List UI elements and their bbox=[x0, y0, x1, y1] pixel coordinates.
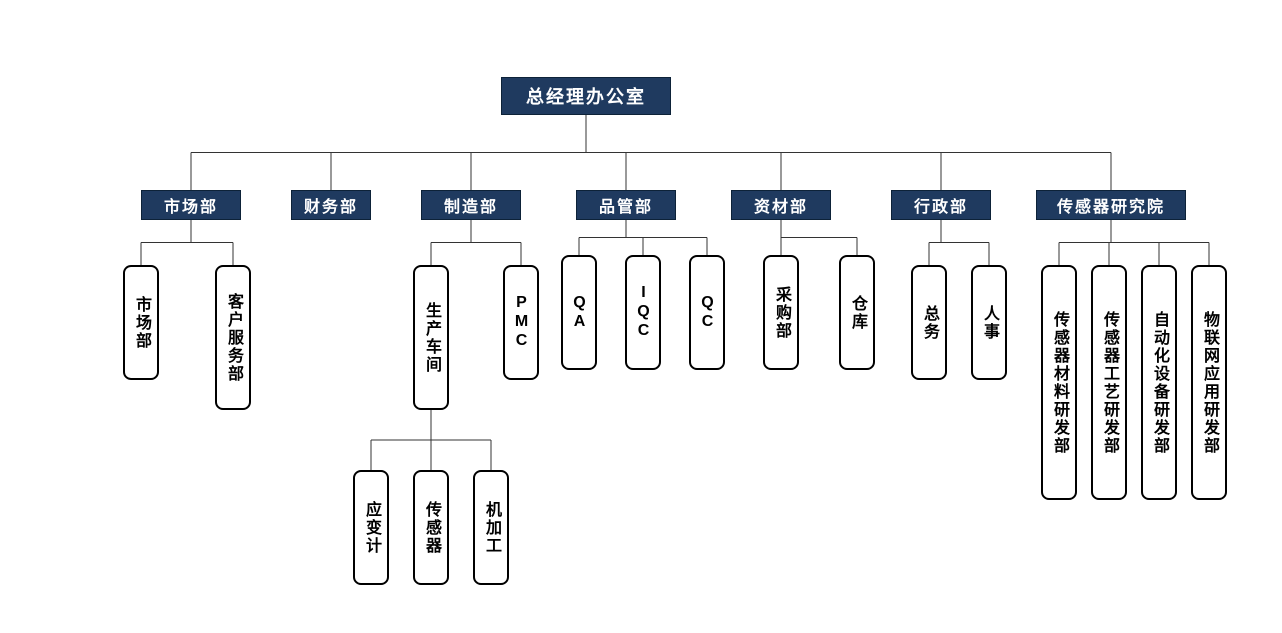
leaf-label: 传感器工艺研发部 bbox=[1097, 311, 1121, 455]
dept-label: 品管部 bbox=[599, 193, 653, 217]
node-leaf-materials-rd: 传感器材料研发部 bbox=[1041, 265, 1077, 500]
node-dept-quality: 品管部 bbox=[576, 190, 676, 220]
leaf-label: QC bbox=[698, 294, 716, 332]
leaf-label: 市场部 bbox=[129, 296, 153, 350]
leaf-label: 采购部 bbox=[769, 286, 793, 340]
dept-label: 财务部 bbox=[304, 193, 358, 217]
node-leaf-iot-rd: 物联网应用研发部 bbox=[1191, 265, 1227, 500]
dept-label: 资材部 bbox=[754, 193, 808, 217]
node-root: 总经理办公室 bbox=[501, 77, 671, 115]
node-leaf-marketing: 市场部 bbox=[123, 265, 159, 380]
node-dept-materials: 资材部 bbox=[731, 190, 831, 220]
node-leaf-workshop: 生产车间 bbox=[413, 265, 449, 410]
dept-label: 行政部 bbox=[914, 193, 968, 217]
node-leaf-qc: QC bbox=[689, 255, 725, 370]
node-leaf-iqc: IQC bbox=[625, 255, 661, 370]
leaf-label: 仓库 bbox=[845, 295, 869, 331]
leaf-label: 传感器材料研发部 bbox=[1047, 311, 1071, 455]
leaf-label: 生产车间 bbox=[419, 302, 443, 374]
leaf-label: 物联网应用研发部 bbox=[1197, 311, 1221, 455]
dept-label: 传感器研究院 bbox=[1057, 193, 1165, 217]
leaf-label: 机加工 bbox=[479, 501, 503, 555]
node-leaf-process-rd: 传感器工艺研发部 bbox=[1091, 265, 1127, 500]
node-dept-research: 传感器研究院 bbox=[1036, 190, 1186, 220]
dept-label: 市场部 bbox=[164, 193, 218, 217]
node-leaf-pmc: PMC bbox=[503, 265, 539, 380]
leaf-label: 应变计 bbox=[359, 501, 383, 555]
node-leaf-warehouse: 仓库 bbox=[839, 255, 875, 370]
leaf-label: 客户服务部 bbox=[221, 293, 245, 383]
leaf-label: 自动化设备研发部 bbox=[1147, 311, 1171, 455]
node-leaf-hr: 人事 bbox=[971, 265, 1007, 380]
leaf-label: 总务 bbox=[917, 305, 941, 341]
node-dept-marketing: 市场部 bbox=[141, 190, 241, 220]
node-leaf-general-affairs: 总务 bbox=[911, 265, 947, 380]
leaf-label: QA bbox=[570, 294, 588, 332]
node-leaf-qa: QA bbox=[561, 255, 597, 370]
node-leaf-machining: 机加工 bbox=[473, 470, 509, 585]
node-leaf-automation-rd: 自动化设备研发部 bbox=[1141, 265, 1177, 500]
node-leaf-sensor: 传感器 bbox=[413, 470, 449, 585]
node-leaf-purchasing: 采购部 bbox=[763, 255, 799, 370]
leaf-label: IQC bbox=[634, 284, 652, 341]
node-leaf-customer-service: 客户服务部 bbox=[215, 265, 251, 410]
dept-label: 制造部 bbox=[444, 193, 498, 217]
node-leaf-strain-gauge: 应变计 bbox=[353, 470, 389, 585]
node-dept-finance: 财务部 bbox=[291, 190, 371, 220]
node-root-label: 总经理办公室 bbox=[526, 83, 646, 109]
node-dept-admin: 行政部 bbox=[891, 190, 991, 220]
leaf-label: PMC bbox=[512, 294, 530, 351]
node-dept-manufacturing: 制造部 bbox=[421, 190, 521, 220]
leaf-label: 传感器 bbox=[419, 501, 443, 555]
leaf-label: 人事 bbox=[977, 305, 1001, 341]
